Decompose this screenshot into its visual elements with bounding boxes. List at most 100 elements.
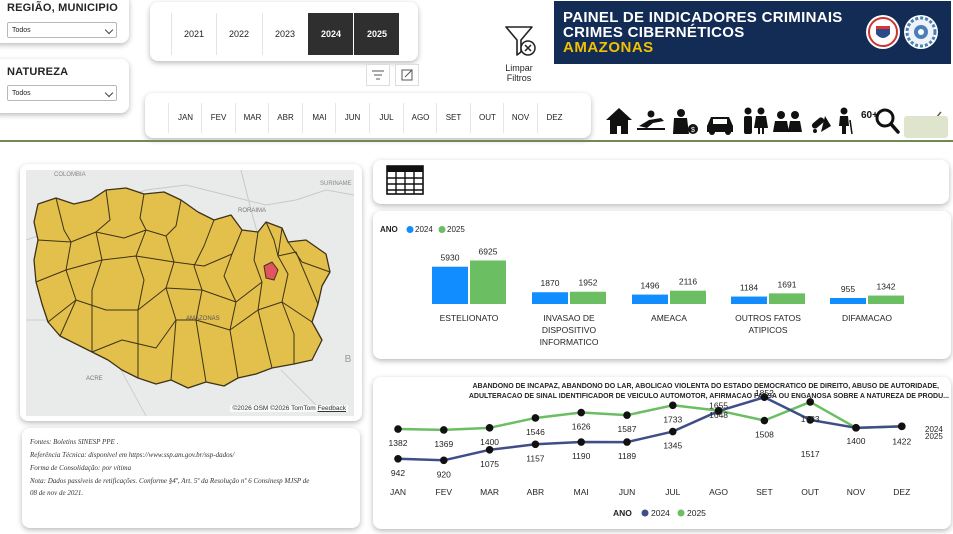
line-point-2024-2 [485,446,494,454]
children-icon[interactable] [773,111,802,132]
bar-legend-label-2025: 2025 [447,225,465,234]
line-point-2024-0 [394,455,402,463]
car-icon[interactable] [707,117,733,135]
focus-mode-icon[interactable] [395,64,419,86]
natureza-dropdown[interactable]: Todos [7,85,117,101]
chevron-down-icon [104,25,114,35]
filter-icon[interactable] [366,64,390,86]
bar-2025-3 [769,293,805,304]
bar-category-label-4-0: DIFAMACAO [842,313,892,323]
line-point-2025-11 [898,422,906,431]
year-button-2025[interactable]: 2025 [354,13,399,55]
year-button-2023[interactable]: 2023 [262,13,307,55]
home-icon[interactable] [606,108,632,134]
elderly-60-icon[interactable]: 60+ [839,107,878,135]
regiao-dropdown[interactable]: Todos [7,22,117,38]
amazonas-state-shape[interactable] [33,187,331,389]
month-button-mai[interactable]: MAI [302,103,336,133]
month-button-ago[interactable]: AGO [403,103,437,133]
line-value-label-2024-6: 1345 [663,441,682,451]
clear-filters-button[interactable]: Limpar Filtros [494,24,544,88]
month-button-fev[interactable]: FEV [201,103,235,133]
month-button-jan[interactable]: JAN [168,103,202,133]
year-slicer: 2021 2022 2023 2024 2025 [150,2,418,61]
police-seal-icon [904,15,938,49]
line-point-2025-2 [485,424,494,432]
line-x-tick-jan: JAN [390,487,406,497]
bar-category-label-1-2: INFORMATICO [540,337,599,347]
month-button-jun[interactable]: JUN [335,103,369,133]
search-icon[interactable] [875,108,900,134]
line-chart-card: ABANDONO DE INCAPAZ, ABANDONO DO LAR, AB… [373,377,951,529]
table-icon[interactable] [386,165,424,195]
line-point-2025-9 [806,398,814,406]
year-button-2021[interactable]: 2021 [171,13,216,55]
month-button-abr[interactable]: ABR [268,103,302,133]
map-label-b: B [345,354,352,365]
line-point-2025-7 [714,406,723,415]
line-value-label-2025-2: 1400 [480,437,499,447]
bar-2025-1 [570,291,606,304]
line-point-2025-4 [577,408,585,417]
month-button-mar[interactable]: MAR [235,103,269,133]
line-point-2025-10 [852,424,860,432]
month-button-out[interactable]: OUT [470,103,504,133]
line-value-label-2024-5: 1189 [618,451,637,461]
nav-active-highlight [904,116,948,138]
line-value-label-2025-6: 1733 [663,414,682,424]
bar-value-label-2025-1: 1952 [579,278,598,288]
bar-value-label-2024-1: 1870 [541,278,560,288]
manaus-highlight[interactable] [263,261,279,281]
line-legend-swatch-2024 [641,509,649,517]
drugs-icon[interactable] [811,116,831,133]
map-label-acre: ACRE [86,376,103,382]
natureza-filter-label: NATUREZA [7,66,69,78]
line-point-2024-3 [531,440,540,449]
line-point-2024-1 [440,456,448,465]
map-attribution: ©2026 OSM ©2026 TomTom Feedback [230,405,348,412]
svg-text:$: $ [691,127,695,134]
line-value-label-11: 1422 [892,436,911,446]
line-value-label-2025-3: 1546 [526,427,545,437]
clear-filters-label-1: Limpar [505,63,533,73]
bar-2024-4 [830,297,866,304]
line-series-2024 [397,395,902,462]
line-point-2024-4 [577,438,585,446]
notes-source: Fontes: Boletins SINESP PPE . [30,438,119,446]
notes-disclaimer-2: 08 de nov de 2021. [30,489,84,497]
line-x-tick-nov: NOV [847,487,866,497]
couple-icon[interactable] [744,107,768,135]
line-series-2025 [397,400,902,432]
month-button-dez[interactable]: DEZ [537,103,571,133]
line-chart-title-1: ABANDONO DE INCAPAZ, ABANDONO DO LAR, AB… [472,383,939,390]
line-value-label-10: 1400 [847,436,866,446]
map-label-roraima: RORAIMA [238,208,266,214]
map-label-amazonas: AMAZONAS [186,316,220,322]
bar-legend-swatch-2024 [406,226,414,233]
month-slicer: JAN FEV MAR ABR MAI JUN JUL AGO SET OUT … [145,93,591,138]
line-value-label-2025-7: 1655 [709,401,728,411]
line-value-label-2025-5: 1587 [618,424,637,434]
line-value-label-2025-1: 1369 [434,439,453,449]
chevron-down-icon [104,88,114,98]
bar-legend-title: ANO [380,225,398,234]
bar-category-label-0-0: ESTELIONATO [440,313,499,323]
month-button-set[interactable]: SET [436,103,470,133]
line-value-label-2024-9: 1517 [801,449,820,459]
line-chart-title-2: ADULTERACAO DE SINAL IDENTIFICADOR DE VE… [469,393,949,400]
month-button-nov[interactable]: NOV [503,103,537,133]
line-x-tick-abr: ABR [527,487,544,497]
year-button-2022[interactable]: 2022 [216,13,261,55]
line-point-2024-8 [760,393,769,402]
reclining-person-icon[interactable] [637,110,665,131]
bar-2025-0 [470,260,506,304]
bar-category-label-3-1: ATIPICOS [748,325,787,335]
regiao-filter-label: REGIÃO, MUNICIPIO [7,2,118,14]
bar-value-label-2025-2: 2116 [679,277,698,287]
year-button-2024[interactable]: 2024 [308,13,353,55]
robbery-icon[interactable]: $ [673,109,698,134]
map-view[interactable]: COLOMBIA SURINAME RORAIMA AMAZONAS ACRE … [26,170,354,416]
month-button-jul[interactable]: JUL [369,103,403,133]
bar-category-label-2-0: AMEACA [651,313,687,323]
map-feedback-link[interactable]: Feedback [317,405,346,412]
